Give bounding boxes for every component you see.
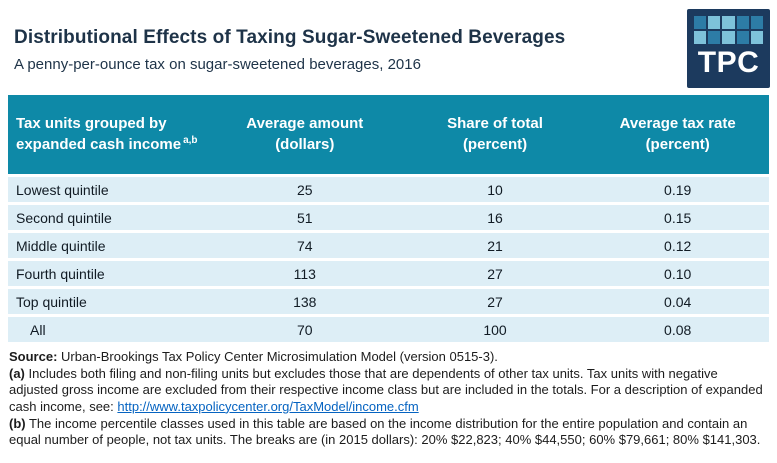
- header-line: (percent): [462, 135, 528, 153]
- footnote-b-label: (b): [9, 415, 26, 431]
- source-note: Source: Urban-Brookings Tax Policy Cente…: [9, 349, 768, 366]
- column-header-average-amount: Average amount (dollars): [206, 114, 404, 155]
- table-row-fourth-quintile: Fourth quintile 113 27 0.10: [8, 261, 769, 286]
- row-label-cell: Top quintile: [16, 293, 87, 310]
- footnote-a-label: (a): [9, 365, 25, 381]
- header-line: (dollars): [275, 135, 335, 153]
- average-tax-rate-cell: 0.08: [664, 321, 692, 338]
- row-label-cell: Fourth quintile: [16, 265, 105, 282]
- logo-square: [750, 16, 763, 29]
- logo-square: [708, 16, 721, 29]
- share-of-total-cell: 100: [483, 321, 507, 338]
- table-row-lowest-quintile: Lowest quintile 25 10 0.19: [8, 177, 769, 202]
- table-row-second-quintile: Second quintile 51 16 0.15: [8, 205, 769, 230]
- column-header-tax-units: Tax units grouped by expanded cash incom…: [8, 114, 206, 155]
- column-header-share-of-total: Share of total (percent): [404, 114, 587, 155]
- table-row-all: All 70 100 0.08: [8, 317, 769, 342]
- logo-square: [722, 16, 735, 29]
- logo-square: [736, 31, 749, 44]
- average-tax-rate-cell: 0.04: [664, 293, 692, 310]
- share-of-total-cell: 21: [487, 237, 503, 254]
- average-amount-cell: 138: [293, 293, 317, 310]
- average-amount-cell: 25: [297, 181, 313, 198]
- row-label-cell: Second quintile: [16, 209, 112, 226]
- average-amount-cell: 51: [297, 209, 313, 226]
- header-line: Tax units grouped by: [16, 115, 167, 133]
- share-of-total-cell: 10: [487, 181, 503, 198]
- column-header-average-tax-rate: Average tax rate (percent): [586, 114, 769, 155]
- table-row-middle-quintile: Middle quintile 74 21 0.12: [8, 233, 769, 258]
- average-tax-rate-cell: 0.12: [664, 237, 692, 254]
- logo-square: [694, 31, 707, 44]
- table-header-row: Tax units grouped by expanded cash incom…: [8, 95, 769, 174]
- footnotes: Source: Urban-Brookings Tax Policy Cente…: [9, 349, 768, 449]
- header-line: Share of total: [447, 115, 543, 133]
- footnote-marker: a,b: [183, 134, 198, 146]
- page-subtitle: A penny-per-ounce tax on sugar-sweetened…: [14, 56, 421, 73]
- tpc-logo-wordmark: TPC: [697, 46, 760, 79]
- logo-square: [722, 31, 735, 44]
- share-of-total-cell: 16: [487, 209, 503, 226]
- average-amount-cell: 74: [297, 237, 313, 254]
- source-text: Urban-Brookings Tax Policy Center Micros…: [57, 349, 498, 364]
- average-tax-rate-cell: 0.10: [664, 265, 692, 282]
- tpc-logo-grid-icon: [694, 16, 763, 44]
- logo-square: [708, 31, 721, 44]
- tpc-logo: TPC: [687, 9, 770, 88]
- row-label-cell: Lowest quintile: [16, 181, 109, 198]
- header-line: (percent): [645, 135, 710, 153]
- average-tax-rate-cell: 0.19: [664, 181, 692, 198]
- footnote-a-text: Includes both filing and non-filing unit…: [9, 365, 763, 414]
- footnote-b-text: The income percentile classes used in th…: [9, 415, 761, 448]
- share-of-total-cell: 27: [487, 293, 503, 310]
- footnote-a: (a) Includes both filing and non-filing …: [9, 366, 768, 416]
- table-row-top-quintile: Top quintile 138 27 0.04: [8, 289, 769, 314]
- header-line: expanded cash income: [16, 135, 182, 153]
- logo-square: [750, 31, 763, 44]
- average-tax-rate-cell: 0.15: [664, 209, 692, 226]
- row-label-cell: Middle quintile: [16, 237, 106, 254]
- header-line: Average amount: [246, 115, 364, 133]
- masthead: Distributional Effects of Taxing Sugar-S…: [0, 0, 777, 73]
- average-amount-cell: 113: [293, 265, 316, 282]
- logo-square: [736, 16, 749, 29]
- source-label: Source:: [9, 349, 58, 364]
- footnote-b: (b) The income percentile classes used i…: [9, 416, 768, 449]
- page-title: Distributional Effects of Taxing Sugar-S…: [14, 27, 566, 48]
- average-amount-cell: 70: [297, 321, 313, 338]
- header-line: Average tax rate: [619, 115, 736, 133]
- distribution-table: Tax units grouped by expanded cash incom…: [8, 95, 769, 342]
- taxmodel-income-link[interactable]: http://www.taxpolicycenter.org/TaxModel/…: [117, 398, 419, 414]
- logo-square: [694, 16, 707, 29]
- share-of-total-cell: 27: [487, 265, 503, 282]
- row-label-cell: All: [30, 321, 46, 338]
